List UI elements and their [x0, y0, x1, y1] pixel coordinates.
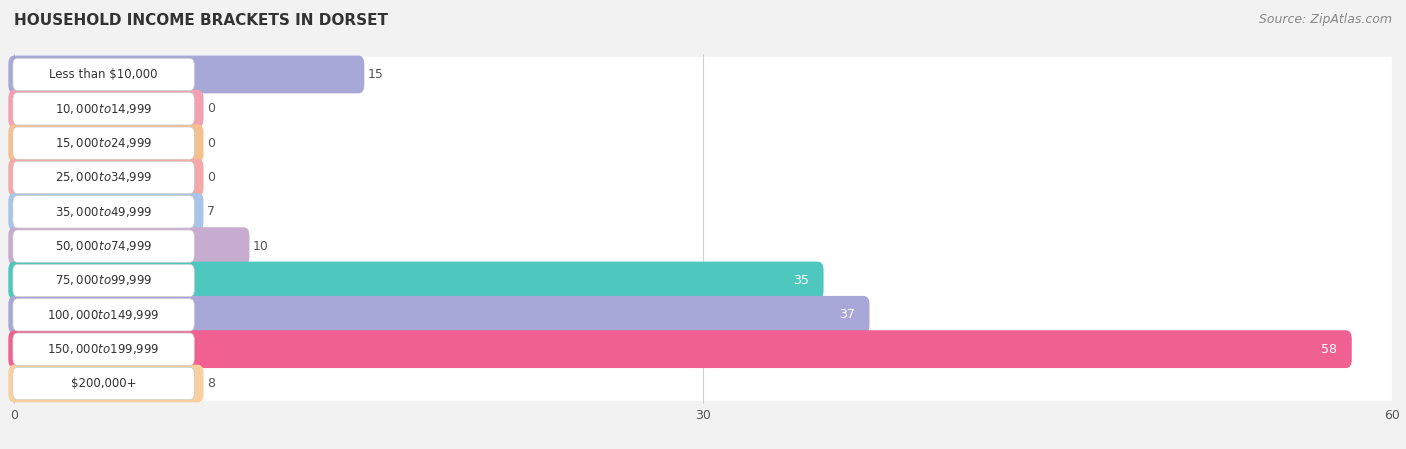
FancyBboxPatch shape	[8, 227, 249, 265]
Bar	[14, 57, 1392, 92]
FancyBboxPatch shape	[13, 230, 194, 262]
Text: $50,000 to $74,999: $50,000 to $74,999	[55, 239, 152, 253]
FancyBboxPatch shape	[8, 193, 204, 231]
Text: 0: 0	[207, 136, 215, 150]
FancyBboxPatch shape	[8, 124, 204, 162]
FancyBboxPatch shape	[8, 56, 364, 93]
Text: HOUSEHOLD INCOME BRACKETS IN DORSET: HOUSEHOLD INCOME BRACKETS IN DORSET	[14, 13, 388, 28]
Bar	[14, 332, 1392, 366]
FancyBboxPatch shape	[8, 158, 204, 196]
Text: 15: 15	[368, 68, 384, 81]
Text: $75,000 to $99,999: $75,000 to $99,999	[55, 273, 152, 287]
Bar	[14, 366, 1392, 401]
Text: $200,000+: $200,000+	[70, 377, 136, 390]
Text: 8: 8	[207, 377, 215, 390]
FancyBboxPatch shape	[13, 264, 194, 297]
Text: 0: 0	[207, 171, 215, 184]
Bar	[14, 92, 1392, 126]
FancyBboxPatch shape	[13, 299, 194, 331]
Text: $15,000 to $24,999: $15,000 to $24,999	[55, 136, 152, 150]
FancyBboxPatch shape	[8, 365, 204, 402]
Bar	[14, 229, 1392, 263]
Text: 37: 37	[839, 308, 855, 321]
FancyBboxPatch shape	[13, 333, 194, 365]
Bar	[14, 126, 1392, 160]
Text: 35: 35	[793, 274, 808, 287]
Text: 0: 0	[207, 102, 215, 115]
Bar	[14, 263, 1392, 298]
Text: Source: ZipAtlas.com: Source: ZipAtlas.com	[1258, 13, 1392, 26]
Text: $25,000 to $34,999: $25,000 to $34,999	[55, 171, 152, 185]
FancyBboxPatch shape	[13, 161, 194, 194]
Text: 10: 10	[253, 240, 269, 253]
Text: $100,000 to $149,999: $100,000 to $149,999	[48, 308, 160, 322]
FancyBboxPatch shape	[13, 58, 194, 91]
Text: $10,000 to $14,999: $10,000 to $14,999	[55, 102, 152, 116]
FancyBboxPatch shape	[13, 196, 194, 228]
Bar	[14, 195, 1392, 229]
Bar	[14, 298, 1392, 332]
FancyBboxPatch shape	[8, 296, 869, 334]
FancyBboxPatch shape	[13, 367, 194, 400]
FancyBboxPatch shape	[8, 330, 1351, 368]
Bar	[14, 160, 1392, 195]
Text: $35,000 to $49,999: $35,000 to $49,999	[55, 205, 152, 219]
Text: 7: 7	[207, 205, 215, 218]
FancyBboxPatch shape	[8, 262, 824, 299]
FancyBboxPatch shape	[13, 127, 194, 159]
FancyBboxPatch shape	[13, 92, 194, 125]
Text: 58: 58	[1320, 343, 1337, 356]
Text: Less than $10,000: Less than $10,000	[49, 68, 157, 81]
FancyBboxPatch shape	[8, 90, 204, 128]
Text: $150,000 to $199,999: $150,000 to $199,999	[48, 342, 160, 356]
